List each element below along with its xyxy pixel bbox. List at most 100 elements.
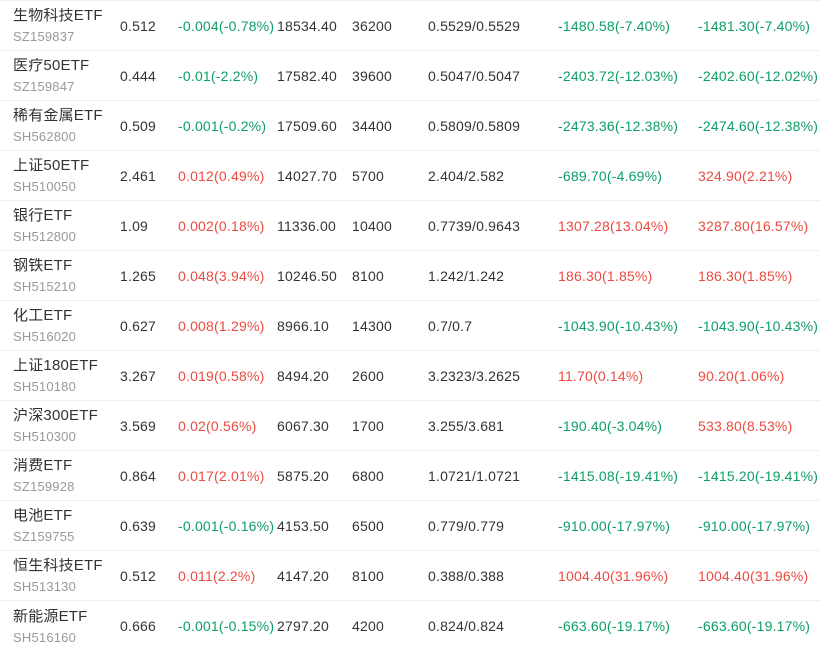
etf-code: SH515210 bbox=[13, 279, 77, 293]
main-flow-cell: 533.80(8.53%) bbox=[698, 417, 793, 434]
net-flow-cell: 186.30(1.85%) bbox=[558, 267, 653, 284]
amount-cell: 18534.40 bbox=[277, 17, 337, 34]
main-flow-cell: 3287.80(16.57%) bbox=[698, 217, 809, 234]
etf-name-cell: 医疗50ETF SZ159847 bbox=[0, 58, 120, 93]
etf-name: 消费ETF bbox=[13, 458, 73, 474]
volume-cell: 5700 bbox=[352, 167, 384, 184]
table-row[interactable]: 钢铁ETF SH515210 1.265 0.048(3.94%) 10246.… bbox=[0, 251, 820, 301]
price-cell: 0.627 bbox=[120, 317, 157, 334]
net-flow-cell: -689.70(-4.69%) bbox=[558, 167, 663, 184]
price-cell: 0.509 bbox=[120, 117, 157, 134]
table-row[interactable]: 上证50ETF SH510050 2.461 0.012(0.49%) 1402… bbox=[0, 151, 820, 201]
price-cell: 0.864 bbox=[120, 467, 157, 484]
volume-cell: 6500 bbox=[352, 517, 384, 534]
etf-name: 化工ETF bbox=[13, 308, 73, 324]
table-row[interactable]: 沪深300ETF SH510300 3.569 0.02(0.56%) 6067… bbox=[0, 401, 820, 451]
net-flow-cell: 1004.40(31.96%) bbox=[558, 567, 669, 584]
etf-code: SH512800 bbox=[13, 229, 77, 243]
table-row[interactable]: 化工ETF SH516020 0.627 0.008(1.29%) 8966.1… bbox=[0, 301, 820, 351]
amount-cell: 8494.20 bbox=[277, 367, 330, 384]
volume-cell: 10400 bbox=[352, 217, 392, 234]
etf-name-cell: 银行ETF SH512800 bbox=[0, 208, 120, 243]
net-flow-cell: 11.70(0.14%) bbox=[558, 367, 644, 384]
etf-name: 医疗50ETF bbox=[13, 58, 90, 74]
price-cell: 0.512 bbox=[120, 17, 157, 34]
etf-name-cell: 恒生科技ETF SH513130 bbox=[0, 558, 120, 593]
amount-cell: 2797.20 bbox=[277, 618, 330, 634]
etf-name: 银行ETF bbox=[13, 208, 73, 224]
etf-name-cell: 电池ETF SZ159755 bbox=[0, 508, 120, 543]
etf-code: SZ159837 bbox=[13, 29, 75, 43]
change-cell: 0.008(1.29%) bbox=[178, 317, 265, 334]
change-cell: 0.048(3.94%) bbox=[178, 267, 265, 284]
bid-ask-cell: 0.7739/0.9643 bbox=[428, 217, 521, 234]
bid-ask-cell: 1.242/1.242 bbox=[428, 267, 505, 284]
main-flow-cell: 186.30(1.85%) bbox=[698, 267, 793, 284]
amount-cell: 5875.20 bbox=[277, 467, 330, 484]
volume-cell: 2600 bbox=[352, 367, 384, 384]
amount-cell: 17509.60 bbox=[277, 117, 337, 134]
price-cell: 3.267 bbox=[120, 367, 157, 384]
volume-cell: 1700 bbox=[352, 417, 384, 434]
etf-name: 沪深300ETF bbox=[13, 408, 98, 424]
etf-code: SZ159755 bbox=[13, 529, 75, 543]
amount-cell: 4147.20 bbox=[277, 567, 330, 584]
etf-name-cell: 沪深300ETF SH510300 bbox=[0, 408, 120, 443]
table-row[interactable]: 新能源ETF SH516160 0.666 -0.001(-0.15%) 279… bbox=[0, 601, 820, 649]
etf-code: SH510050 bbox=[13, 179, 77, 193]
amount-cell: 8966.10 bbox=[277, 317, 330, 334]
main-flow-cell: 90.20(1.06%) bbox=[698, 367, 785, 384]
bid-ask-cell: 0.388/0.388 bbox=[428, 567, 505, 584]
amount-cell: 4153.50 bbox=[277, 517, 330, 534]
net-flow-cell: 1307.28(13.04%) bbox=[558, 217, 669, 234]
bid-ask-cell: 0.5809/0.5809 bbox=[428, 117, 521, 134]
bid-ask-cell: 0.5047/0.5047 bbox=[428, 67, 521, 84]
price-cell: 1.265 bbox=[120, 267, 157, 284]
table-row[interactable]: 医疗50ETF SZ159847 0.444 -0.01(-2.2%) 1758… bbox=[0, 51, 820, 101]
net-flow-cell: -1043.90(-10.43%) bbox=[558, 317, 679, 334]
price-cell: 0.444 bbox=[120, 67, 157, 84]
etf-code: SZ159928 bbox=[13, 479, 75, 493]
main-flow-cell: -1415.20(-19.41%) bbox=[698, 467, 819, 484]
amount-cell: 17582.40 bbox=[277, 67, 337, 84]
table-row[interactable]: 生物科技ETF SZ159837 0.512 -0.004(-0.78%) 18… bbox=[0, 1, 820, 51]
net-flow-cell: -663.60(-19.17%) bbox=[558, 618, 671, 634]
volume-cell: 14300 bbox=[352, 317, 392, 334]
etf-name-cell: 化工ETF SH516020 bbox=[0, 308, 120, 343]
table-row[interactable]: 消费ETF SZ159928 0.864 0.017(2.01%) 5875.2… bbox=[0, 451, 820, 501]
etf-name: 稀有金属ETF bbox=[13, 108, 103, 124]
volume-cell: 36200 bbox=[352, 17, 392, 34]
etf-code: SH562800 bbox=[13, 129, 77, 143]
etf-name-cell: 钢铁ETF SH515210 bbox=[0, 258, 120, 293]
main-flow-cell: -910.00(-17.97%) bbox=[698, 517, 811, 534]
price-cell: 0.639 bbox=[120, 517, 157, 534]
etf-name-cell: 消费ETF SZ159928 bbox=[0, 458, 120, 493]
amount-cell: 14027.70 bbox=[277, 167, 337, 184]
volume-cell: 8100 bbox=[352, 267, 384, 284]
table-row[interactable]: 恒生科技ETF SH513130 0.512 0.011(2.2%) 4147.… bbox=[0, 551, 820, 601]
volume-cell: 4200 bbox=[352, 618, 384, 634]
bid-ask-cell: 1.0721/1.0721 bbox=[428, 467, 521, 484]
change-cell: 0.012(0.49%) bbox=[178, 167, 265, 184]
main-flow-cell: -2402.60(-12.02%) bbox=[698, 67, 819, 84]
table-row[interactable]: 稀有金属ETF SH562800 0.509 -0.001(-0.2%) 175… bbox=[0, 101, 820, 151]
etf-name: 恒生科技ETF bbox=[13, 558, 103, 574]
etf-code: SH510300 bbox=[13, 429, 77, 443]
etf-name: 新能源ETF bbox=[13, 608, 88, 625]
etf-name-cell: 生物科技ETF SZ159837 bbox=[0, 8, 120, 43]
etf-code: SH516020 bbox=[13, 329, 77, 343]
table-row[interactable]: 电池ETF SZ159755 0.639 -0.001(-0.16%) 4153… bbox=[0, 501, 820, 551]
table-row[interactable]: 银行ETF SH512800 1.09 0.002(0.18%) 11336.0… bbox=[0, 201, 820, 251]
net-flow-cell: -1415.08(-19.41%) bbox=[558, 467, 679, 484]
main-flow-cell: 324.90(2.21%) bbox=[698, 167, 793, 184]
amount-cell: 11336.00 bbox=[277, 217, 336, 234]
change-cell: 0.019(0.58%) bbox=[178, 367, 265, 384]
amount-cell: 10246.50 bbox=[277, 267, 337, 284]
table-row[interactable]: 上证180ETF SH510180 3.267 0.019(0.58%) 849… bbox=[0, 351, 820, 401]
price-cell: 0.666 bbox=[120, 618, 157, 634]
volume-cell: 34400 bbox=[352, 117, 392, 134]
etf-name-cell: 上证180ETF SH510180 bbox=[0, 358, 120, 393]
bid-ask-cell: 3.255/3.681 bbox=[428, 417, 505, 434]
main-flow-cell: -663.60(-19.17%) bbox=[698, 618, 811, 634]
